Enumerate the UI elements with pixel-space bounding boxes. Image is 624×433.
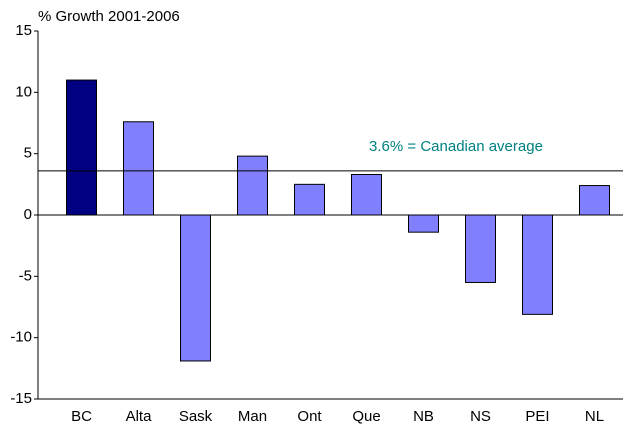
reference-label: 3.6% = Canadian average [369,138,543,155]
y-tick-label: 5 [24,145,32,162]
x-tick-label: NS [470,408,491,425]
bar [180,214,211,362]
bar [522,214,553,315]
x-tick-label: Alta [126,408,153,425]
x-tick-label: Sask [179,408,213,425]
y-tick-label: 10 [15,83,32,100]
y-tick-label: 15 [15,22,32,39]
y-tick-label: -5 [19,267,32,284]
x-tick-label: PEI [525,408,549,425]
x-tick-label: Que [352,408,380,425]
bar [66,79,97,216]
y-axis-label: % Growth 2001-2006 [38,8,180,25]
x-tick-label: BC [71,408,92,425]
x-tick-label: Ont [297,408,322,425]
bar [123,121,154,216]
bar [408,214,439,233]
bar [465,214,496,283]
bar [294,183,325,216]
x-tick-label: NB [413,408,434,425]
bar [237,155,268,216]
y-tick-label: -15 [10,390,32,407]
bar [579,185,610,216]
x-tick-label: Man [238,408,267,425]
y-tick-label: 0 [24,206,32,223]
bar [351,174,382,216]
y-tick-label: -10 [10,329,32,346]
x-tick-label: NL [585,408,604,425]
